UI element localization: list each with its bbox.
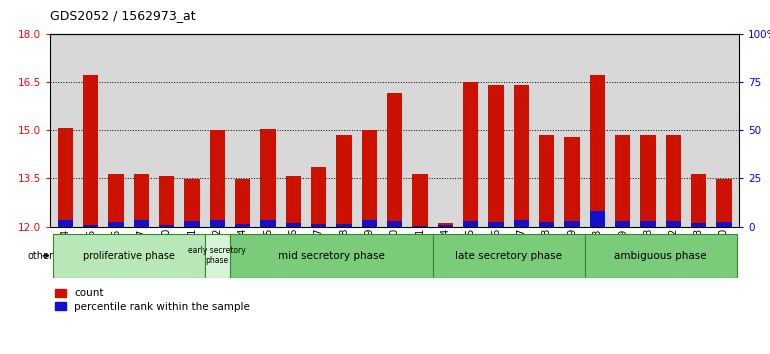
Text: GDS2052 / 1562973_at: GDS2052 / 1562973_at: [50, 9, 196, 22]
Text: other: other: [27, 251, 53, 261]
Bar: [58, 127, 73, 227]
Bar: [514, 221, 529, 227]
Bar: [109, 222, 123, 227]
Bar: [716, 222, 732, 227]
Bar: [159, 176, 174, 227]
Bar: [311, 167, 326, 227]
Bar: [387, 221, 402, 227]
Bar: [666, 135, 681, 227]
Bar: [437, 223, 453, 227]
Text: ambiguous phase: ambiguous phase: [614, 251, 707, 261]
Bar: [488, 222, 504, 227]
Bar: [109, 174, 123, 227]
Bar: [286, 176, 301, 227]
Bar: [564, 221, 580, 227]
Bar: [362, 221, 377, 227]
Bar: [387, 93, 402, 227]
Bar: [641, 221, 655, 227]
Bar: [311, 224, 326, 227]
Bar: [539, 222, 554, 227]
Text: mid secretory phase: mid secretory phase: [278, 251, 385, 261]
Bar: [159, 225, 174, 227]
Bar: [539, 135, 554, 227]
Bar: [463, 221, 478, 227]
Legend: count, percentile rank within the sample: count, percentile rank within the sample: [55, 289, 250, 312]
Bar: [336, 224, 352, 227]
Bar: [584, 234, 737, 278]
Bar: [615, 135, 631, 227]
Bar: [666, 221, 681, 227]
Bar: [184, 221, 199, 227]
Bar: [235, 179, 250, 227]
Bar: [52, 234, 205, 278]
Bar: [184, 179, 199, 227]
Bar: [564, 137, 580, 227]
Bar: [205, 234, 230, 278]
Bar: [437, 225, 453, 227]
Bar: [413, 174, 427, 227]
Text: early secretory
phase: early secretory phase: [189, 246, 246, 266]
Bar: [286, 223, 301, 227]
Bar: [134, 173, 149, 227]
Bar: [590, 75, 605, 227]
Bar: [230, 234, 433, 278]
Bar: [463, 82, 478, 227]
Bar: [58, 219, 73, 227]
Bar: [134, 221, 149, 227]
Bar: [83, 75, 99, 227]
Bar: [362, 130, 377, 227]
Bar: [488, 85, 504, 227]
Bar: [716, 179, 732, 227]
Bar: [433, 234, 584, 278]
Bar: [514, 85, 529, 227]
Text: proliferative phase: proliferative phase: [82, 251, 175, 261]
Bar: [260, 221, 276, 227]
Bar: [336, 135, 352, 227]
Bar: [691, 223, 706, 227]
Bar: [590, 211, 605, 227]
Bar: [641, 135, 655, 227]
Bar: [691, 175, 706, 227]
Bar: [235, 224, 250, 227]
Bar: [615, 221, 631, 227]
Bar: [413, 226, 427, 227]
Bar: [83, 225, 99, 227]
Bar: [260, 130, 276, 227]
Bar: [209, 221, 225, 227]
Bar: [209, 130, 225, 227]
Text: late secretory phase: late secretory phase: [455, 251, 562, 261]
